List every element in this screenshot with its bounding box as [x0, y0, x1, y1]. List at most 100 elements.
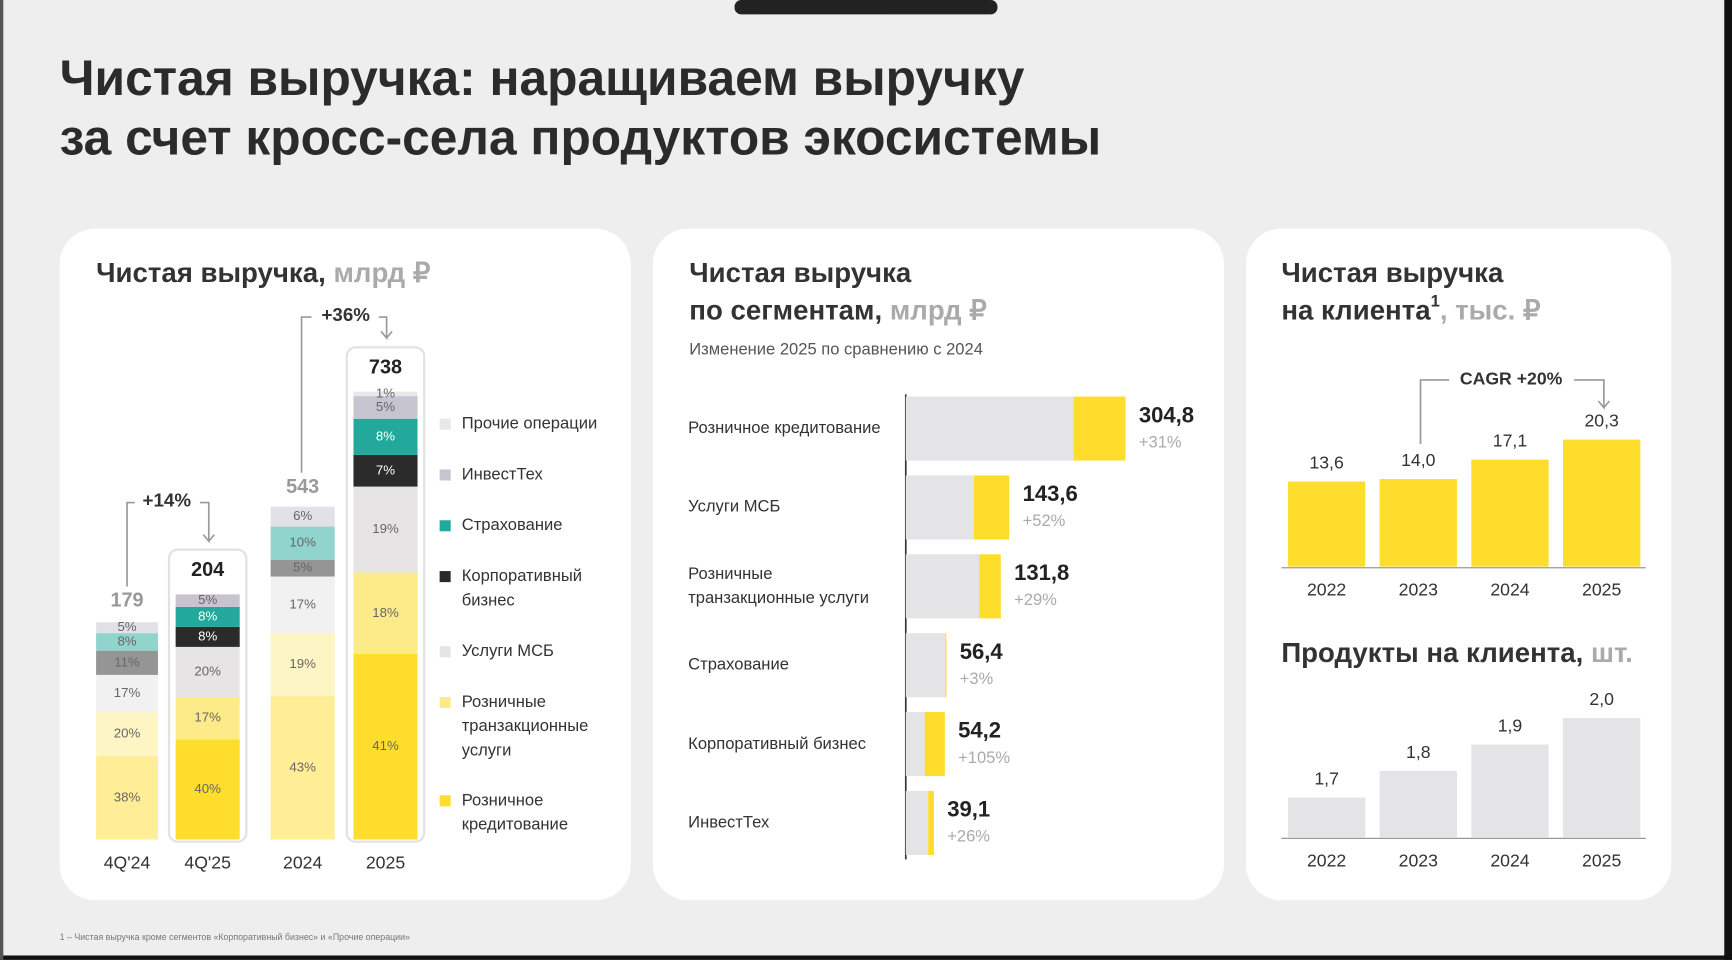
chart-unit: шт. [1591, 637, 1633, 668]
bar-increase [1073, 396, 1126, 461]
segment-label: 18% [372, 605, 399, 620]
annotation-line [199, 501, 215, 544]
x-tick-label: 4Q'24 [104, 852, 151, 872]
chart-title-text: Продукты на клиента, [1281, 637, 1583, 668]
top-tab [734, 0, 998, 15]
legend-swatch [439, 571, 451, 583]
category-label: ИнвестТех [688, 812, 770, 832]
chart-subtitle: Изменение 2025 по сравнению с 2024 [689, 340, 983, 359]
chart-unit: млрд ₽ [890, 295, 987, 326]
segment-label: 5% [293, 560, 312, 575]
legend-swatch [439, 646, 451, 658]
legend-label-box: ИнвестТех [462, 465, 543, 484]
bar-previous [905, 554, 980, 619]
bar-increase [973, 475, 1010, 540]
legend-label-box: Розничные транзакционные услуги [461, 692, 589, 760]
x-tick-label: 2024 [1490, 850, 1529, 870]
category-label-box: ИнвестТех [688, 812, 770, 832]
segment-label: 8% [117, 633, 136, 648]
value-label: 1,8 [1406, 742, 1431, 762]
footnote: 1 – Чистая выручка кроме сегментов «Корп… [60, 932, 410, 942]
annotation: +36% [321, 304, 370, 325]
x-tick-label: 2022 [1307, 580, 1346, 600]
legend-label-box: Услуги МСБ [462, 642, 554, 661]
chart-title: на клиента1, тыс. ₽ [1281, 292, 1541, 326]
value-label: 39,1 [947, 797, 990, 822]
value-label: 54,2 [958, 718, 1001, 743]
chart-title-text: Чистая выручка [689, 257, 912, 288]
total-label: 543 [286, 476, 319, 498]
bar-segment [96, 622, 158, 634]
change-label: +52% [1023, 511, 1066, 530]
segment-label: 20% [194, 663, 221, 678]
bar-increase [979, 554, 1001, 619]
category-label-box: Страхование [688, 655, 789, 674]
x-tick-label: 4Q'25 [184, 852, 231, 872]
bar [1379, 479, 1457, 567]
x-tick-label: 2025 [366, 852, 405, 872]
chart-title-text: на клиента [1281, 295, 1431, 326]
category-label: Корпоративный бизнес [688, 734, 867, 753]
bar-segment [353, 418, 418, 455]
chart-title-text: по сегментам, [689, 295, 882, 326]
chart-title: Чистая выручка, млрд ₽ [96, 257, 431, 288]
segment-label: 38% [114, 789, 141, 804]
x-tick-label: 2025 [1582, 850, 1621, 870]
bar-segment [270, 633, 335, 697]
bar-segment [353, 391, 418, 397]
annotation-line [1574, 379, 1611, 410]
bottom-edge [0, 955, 1732, 960]
bar-segment [96, 756, 158, 840]
bar-segment [175, 739, 240, 840]
segment-label: 5% [117, 619, 136, 634]
legend-swatch [439, 795, 451, 807]
segment-label: 17% [194, 710, 221, 725]
segment-label: 17% [289, 596, 316, 611]
segment-label: 6% [293, 508, 312, 523]
legend-label: Страхование [461, 515, 563, 535]
legend-swatch [439, 469, 451, 481]
bar-segment [353, 454, 418, 487]
bar [1563, 717, 1641, 838]
legend-swatch [439, 520, 451, 532]
left-edge [0, 0, 4, 960]
bar [1471, 459, 1549, 567]
annotation-line [126, 501, 135, 587]
category-label-box: Корпоративный бизнес [688, 734, 867, 753]
chart-title-text: Чистая выручка [1281, 257, 1504, 288]
x-tick-label: 2024 [283, 852, 322, 872]
segment-label: 20% [114, 726, 141, 741]
chart-title-text: Чистая выручка, [96, 257, 326, 288]
change-label: +29% [1014, 590, 1057, 609]
value-label: 1,7 [1314, 769, 1339, 789]
bar-segment [175, 696, 240, 740]
annotation-line [300, 316, 312, 473]
value-label: 17,1 [1493, 431, 1527, 451]
bar-previous [905, 790, 929, 855]
segment-label: 19% [372, 521, 399, 536]
value-label: 1,9 [1498, 715, 1523, 735]
bar-segment [353, 396, 418, 419]
x-tick-label: 2025 [1582, 580, 1621, 600]
change-label: +105% [958, 748, 1010, 767]
bar [1287, 797, 1366, 838]
annotation-line [1419, 379, 1450, 445]
legend-label: Розничные транзакционные услуги [461, 692, 589, 760]
legend-label: Розничное кредитование [461, 790, 569, 834]
bar-segment [270, 559, 335, 577]
annotation: +14% [143, 489, 192, 510]
bar-segment [96, 674, 158, 713]
x-tick-label: 2023 [1399, 850, 1438, 870]
bar-increase [928, 790, 934, 855]
x-tick-label: 2023 [1399, 580, 1438, 600]
chart-unit: , тыс. ₽ [1440, 295, 1541, 326]
bar-previous [905, 396, 1074, 461]
bar-segment [96, 633, 158, 651]
change-label: +31% [1139, 432, 1182, 451]
value-label: 131,8 [1014, 560, 1069, 585]
bar-segment [175, 594, 240, 607]
bar-previous [905, 475, 974, 540]
value-label: 56,4 [960, 639, 1004, 664]
segment-label: 8% [198, 608, 217, 623]
